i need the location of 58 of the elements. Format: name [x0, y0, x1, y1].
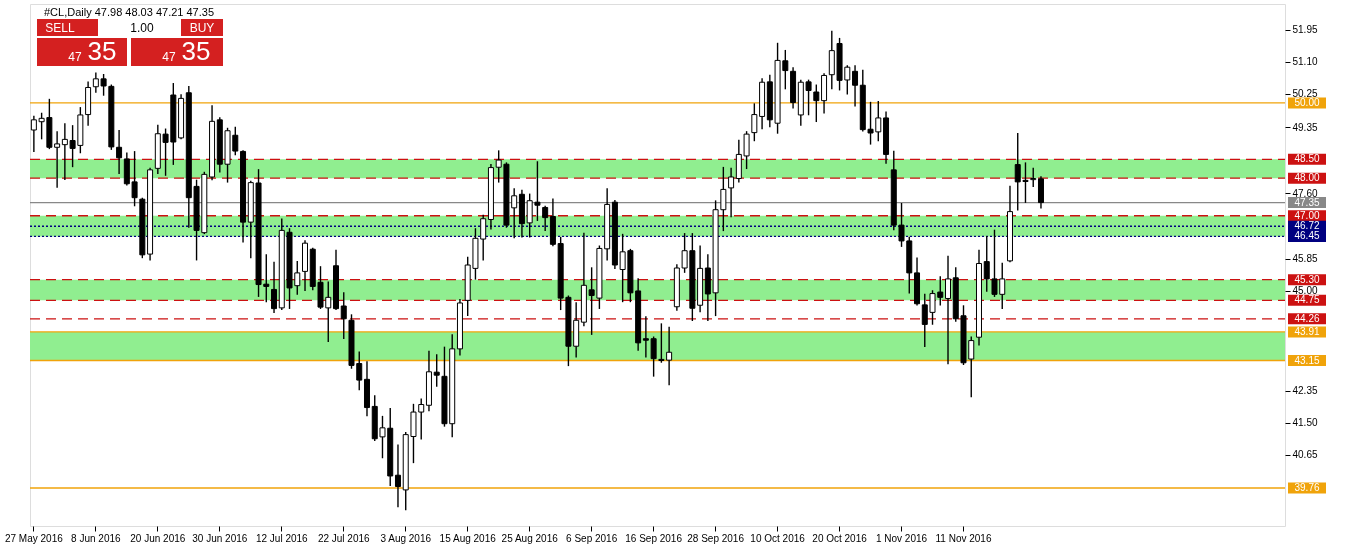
y-tick-label: 47.60	[1292, 187, 1318, 199]
x-tick-label: 12 Jul 2016	[255, 532, 309, 544]
y-tick-label: 45.00	[1292, 285, 1318, 297]
x-tick-label: 15 Aug 2016	[439, 532, 497, 544]
x-tick-label: 20 Oct 2016	[812, 532, 868, 544]
candlestick	[852, 65, 859, 107]
annotation: 35	[181, 36, 211, 66]
candlestick	[271, 261, 278, 314]
ref-line-label: 44.75	[1294, 294, 1320, 306]
annotation: 47	[162, 50, 176, 64]
x-tick-label: 28 Sep 2016	[687, 532, 745, 544]
candlestick	[394, 444, 401, 508]
annotation: 35	[87, 36, 117, 66]
annotation: BUY	[189, 21, 215, 35]
y-tick-label: 51.10	[1292, 56, 1318, 68]
candlestick	[1030, 167, 1037, 188]
chart-title: #CL,Daily 47.98 48.03 47.21 47.35	[44, 6, 215, 18]
ref-line-label: 44.26	[1294, 312, 1320, 324]
candlestick	[340, 292, 347, 340]
x-tick-label: 8 Jun 2016	[71, 532, 122, 544]
x-tick-label: 27 May 2016	[4, 532, 64, 544]
annotation: SELL	[45, 21, 75, 35]
y-tick-label: 41.50	[1292, 417, 1318, 429]
ref-line-label: 43.15	[1294, 354, 1320, 366]
y-tick-label: 45.85	[1292, 253, 1318, 265]
y-tick-label: 51.95	[1292, 24, 1318, 36]
x-tick-label: 10 Oct 2016	[750, 532, 806, 544]
ref-line-label: 43.91	[1294, 325, 1320, 337]
x-tick-label: 22 Jul 2016	[317, 532, 371, 544]
candlestick	[542, 205, 549, 232]
candlestick	[813, 84, 820, 123]
candlestick	[433, 354, 440, 387]
y-tick-label: 49.35	[1292, 121, 1318, 133]
ref-line-label: 47.35	[1294, 196, 1320, 208]
annotation: 47	[68, 50, 82, 64]
y-tick-label: 40.65	[1292, 449, 1318, 461]
ref-line-label: 48.00	[1294, 172, 1320, 184]
ref-line-label: 46.45	[1294, 230, 1320, 242]
annotation: 1.00	[130, 21, 154, 35]
x-tick-label: 6 Sep 2016	[566, 532, 618, 544]
candlestick	[116, 130, 123, 174]
candlestick	[1037, 176, 1044, 209]
x-tick-label: 16 Sep 2016	[625, 532, 683, 544]
x-tick-label: 30 Jun 2016	[192, 532, 248, 544]
x-tick-label: 1 Nov 2016	[875, 532, 928, 544]
candlestick	[945, 255, 952, 365]
ref-line-label: 47.00	[1294, 209, 1320, 221]
y-tick-label: 42.35	[1292, 385, 1318, 397]
ref-line-label: 45.30	[1294, 273, 1320, 285]
x-tick-label: 11 Nov 2016	[935, 532, 992, 544]
candlestick	[728, 167, 735, 218]
ref-line-label: 48.50	[1294, 153, 1320, 165]
x-tick-label: 3 Aug 2016	[380, 532, 432, 544]
x-tick-label: 20 Jun 2016	[130, 532, 186, 544]
ref-line-label: 46.72	[1294, 220, 1320, 232]
ref-line-label: 39.76	[1294, 482, 1320, 494]
candlestick	[751, 103, 758, 142]
x-tick-label: 25 Aug 2016	[501, 532, 559, 544]
